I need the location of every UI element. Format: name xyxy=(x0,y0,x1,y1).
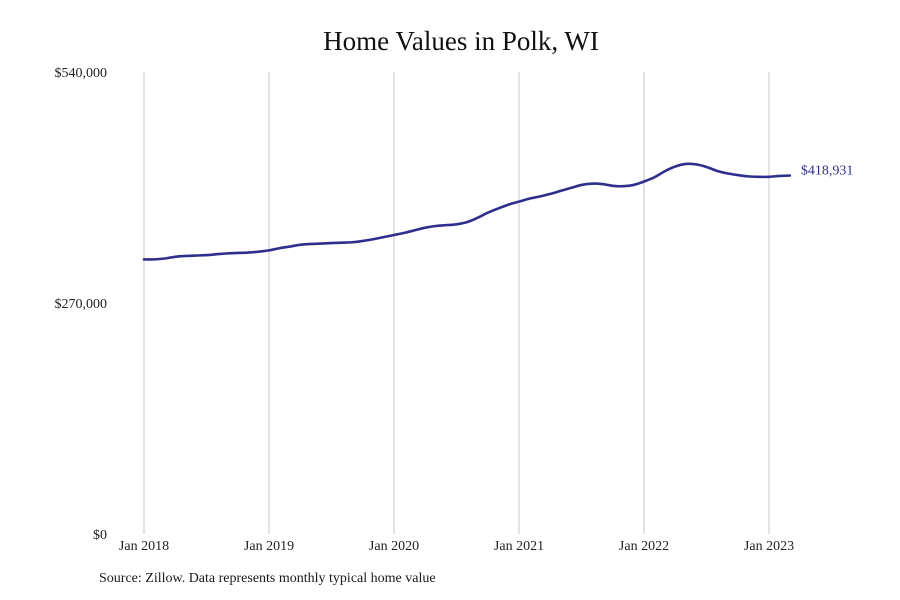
series-line xyxy=(142,162,792,261)
gridlines xyxy=(143,72,770,534)
chart-title: Home Values in Polk, WI xyxy=(323,26,599,56)
y-tick-label: $270,000 xyxy=(55,297,108,312)
y-tick-label: $540,000 xyxy=(55,66,108,81)
x-tick-label: Jan 2018 xyxy=(119,539,169,554)
end-value-label: $418,931 xyxy=(801,164,854,179)
x-tick-label: Jan 2019 xyxy=(244,539,294,554)
x-axis: Jan 2018 Jan 2019 Jan 2020 Jan 2021 Jan 2022… xyxy=(119,539,794,554)
y-axis: $0 $270,000 $540,000 xyxy=(55,66,108,543)
x-tick-label: Jan 2020 xyxy=(369,539,419,554)
x-tick-label: Jan 2022 xyxy=(619,539,669,554)
series-layer: $418,931 xyxy=(142,162,854,261)
y-tick-label: $0 xyxy=(93,528,107,543)
x-tick-label: Jan 2023 xyxy=(744,539,794,554)
x-tick-label: Jan 2021 xyxy=(494,539,544,554)
source-note: Source: Zillow. Data represents monthly … xyxy=(99,571,436,586)
